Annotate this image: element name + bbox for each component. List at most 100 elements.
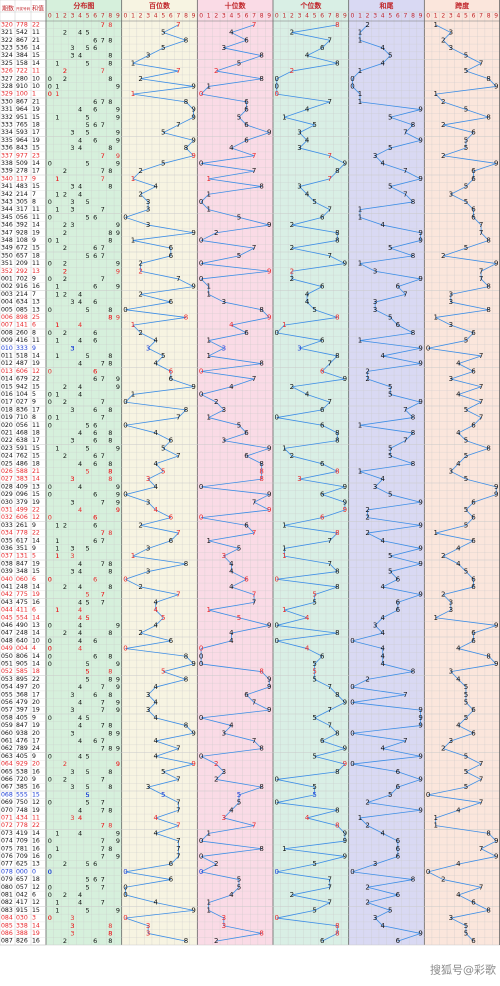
draw-number: 555 (16, 791, 28, 798)
trend-segment (231, 24, 255, 33)
trend-digit: 1 (131, 321, 135, 329)
trend-digit: 3 (222, 729, 226, 737)
distribution-digit: 4 (78, 683, 82, 691)
trend-digit: 6 (471, 583, 476, 591)
trend-digit: 7 (403, 737, 407, 745)
distribution-digit: 5 (86, 444, 90, 452)
distribution-digit: 6 (93, 452, 97, 460)
distribution-digit: 6 (93, 652, 97, 660)
distribution-digit: 9 (116, 152, 120, 160)
trend-segment (163, 132, 194, 141)
distribution-digit: 0 (48, 799, 52, 807)
distribution-digit: 6 (93, 98, 97, 106)
trend-segment (314, 201, 330, 211)
distribution-digit: 3 (70, 922, 74, 930)
draw-number: 905 (16, 660, 28, 667)
trend-segment (359, 417, 414, 426)
trend-digit: 8 (335, 236, 339, 244)
distribution-digit: 9 (116, 229, 120, 237)
trend-digit: 1 (282, 321, 286, 329)
digit-header: 6 (472, 13, 476, 20)
trend-segment (428, 786, 467, 796)
trend-segment (147, 501, 157, 511)
trend-digit: 9 (418, 344, 422, 352)
trend-digit: 8 (259, 745, 263, 753)
draw-number: 606 (16, 514, 28, 521)
trend-digit: 0 (123, 398, 127, 406)
distribution-digit: 6 (93, 491, 97, 499)
distribution-digit: 5 (86, 668, 90, 676)
trend-segment (223, 47, 262, 57)
trend-digit: 5 (388, 552, 392, 560)
trend-digit: 6 (169, 244, 174, 252)
trend-digit: 4 (153, 814, 158, 822)
distribution-digit: 6 (93, 406, 97, 414)
trend-digit: 7 (176, 275, 180, 283)
draw-number: 214 (16, 191, 28, 198)
sum-value: 19 (32, 722, 40, 729)
trend-digit: 6 (471, 498, 476, 506)
trend-segment (155, 432, 172, 442)
trend-segment (359, 340, 421, 349)
trend-digit: 1 (206, 829, 210, 837)
distribution-digit: 6 (93, 691, 97, 699)
trend-segment (382, 740, 406, 750)
trend-digit: 5 (464, 521, 468, 529)
trend-segment (397, 278, 421, 288)
trend-segment (208, 209, 240, 218)
trend-digit: 6 (396, 598, 401, 606)
distribution-digit: 5 (86, 791, 90, 799)
distribution-digit: 3 (70, 691, 74, 699)
trend-segment (389, 786, 399, 796)
digit-header: 2 (290, 13, 294, 20)
issue: 003 (1, 291, 13, 298)
distribution-digit: 3 (70, 344, 74, 352)
trend-digit: 8 (411, 329, 415, 337)
issue: 065 (1, 768, 13, 775)
distribution-digit: 5 (86, 198, 90, 206)
issue: 058 (1, 714, 13, 721)
trend-segment (458, 363, 474, 372)
distribution-digit: 2 (63, 29, 67, 37)
panel-title: 跨度 (455, 1, 470, 10)
sum-value: 16 (32, 838, 40, 845)
trend-digit: 8 (184, 144, 188, 152)
trend-segment (405, 432, 414, 441)
issue: 335 (1, 137, 13, 144)
trend-segment (443, 155, 497, 164)
trend-segment (435, 609, 451, 619)
trend-digit: 5 (237, 252, 241, 260)
trend-digit: 8 (184, 36, 188, 44)
trend-digit: 6 (320, 491, 325, 499)
draw-number: 085 (16, 306, 28, 313)
trend-segment (155, 755, 194, 765)
trend-segment (306, 809, 338, 819)
issue: 078 (1, 868, 13, 875)
trend-digit: 4 (153, 752, 158, 760)
distribution-digit: 7 (101, 275, 105, 283)
sum-value: 20 (32, 699, 40, 706)
trend-segment (253, 494, 270, 503)
trend-digit: 1 (206, 414, 210, 422)
distribution-digit: 9 (116, 313, 120, 321)
distribution-digit: 8 (108, 460, 112, 468)
trend-segment (284, 116, 315, 126)
draw-number: 806 (16, 653, 28, 660)
trend-segment (458, 424, 474, 434)
trend-digit: 4 (153, 714, 158, 722)
trend-segment (276, 324, 285, 334)
trend-digit: 1 (358, 260, 362, 268)
trend-segment (223, 725, 232, 734)
trend-digit: 7 (479, 883, 483, 891)
trend-segment (148, 540, 171, 549)
digit-header: 5 (161, 13, 165, 20)
trend-segment (299, 347, 338, 357)
trend-segment (201, 848, 262, 857)
issue: 342 (1, 191, 13, 198)
draw-number: 634 (16, 299, 28, 306)
trend-digit: 2 (138, 167, 142, 175)
trend-segment (405, 193, 414, 203)
draw-number: 317 (16, 206, 28, 213)
issue: 025 (1, 460, 13, 467)
trend-digit: 0 (123, 421, 127, 429)
